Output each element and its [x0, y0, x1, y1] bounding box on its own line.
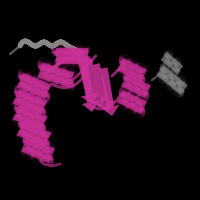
Polygon shape — [117, 90, 147, 114]
Polygon shape — [121, 74, 151, 98]
Polygon shape — [13, 89, 47, 115]
Polygon shape — [85, 59, 101, 99]
Polygon shape — [38, 62, 74, 88]
Polygon shape — [89, 96, 106, 108]
Polygon shape — [102, 105, 119, 116]
Polygon shape — [117, 58, 147, 82]
Polygon shape — [100, 67, 114, 107]
Polygon shape — [80, 63, 94, 103]
Polygon shape — [82, 101, 99, 112]
Polygon shape — [13, 105, 47, 131]
Polygon shape — [97, 100, 114, 112]
Polygon shape — [77, 55, 93, 95]
Polygon shape — [17, 73, 51, 99]
Polygon shape — [56, 48, 88, 64]
Polygon shape — [81, 92, 98, 104]
Polygon shape — [161, 52, 183, 74]
Polygon shape — [17, 121, 51, 147]
Polygon shape — [156, 65, 188, 95]
Polygon shape — [21, 137, 55, 163]
Polygon shape — [93, 63, 109, 103]
